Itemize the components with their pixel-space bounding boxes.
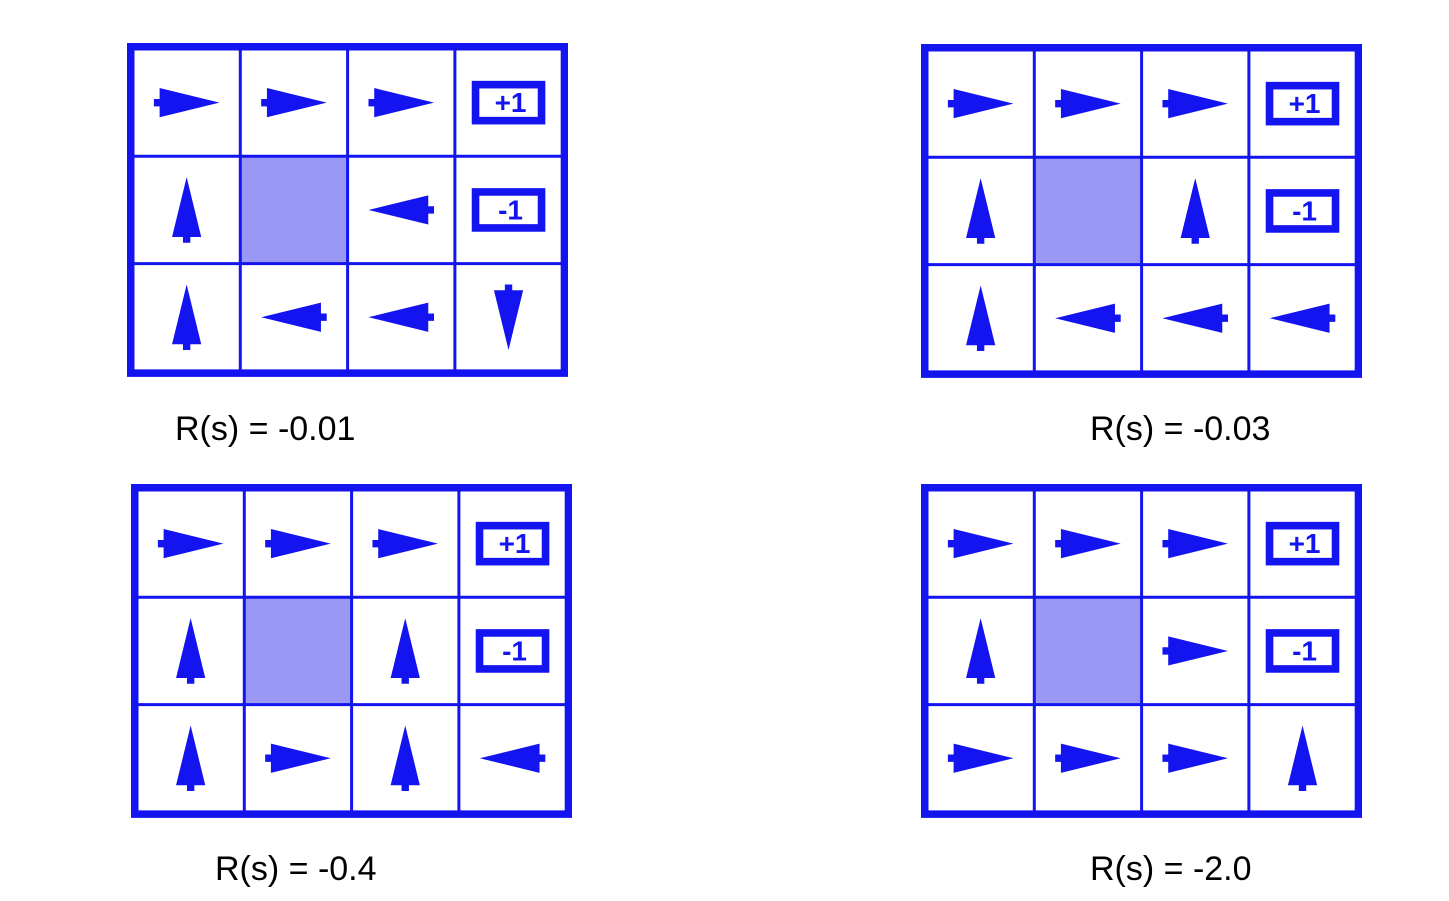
svg-text:+1: +1 — [495, 87, 527, 118]
svg-text:-1: -1 — [498, 194, 523, 225]
svg-text:+1: +1 — [1289, 88, 1321, 119]
svg-text:+1: +1 — [499, 528, 531, 559]
svg-text:-1: -1 — [1292, 195, 1317, 226]
svg-text:-1: -1 — [502, 635, 527, 666]
svg-text:-1: -1 — [1292, 635, 1317, 666]
svg-text:+1: +1 — [1289, 528, 1321, 559]
